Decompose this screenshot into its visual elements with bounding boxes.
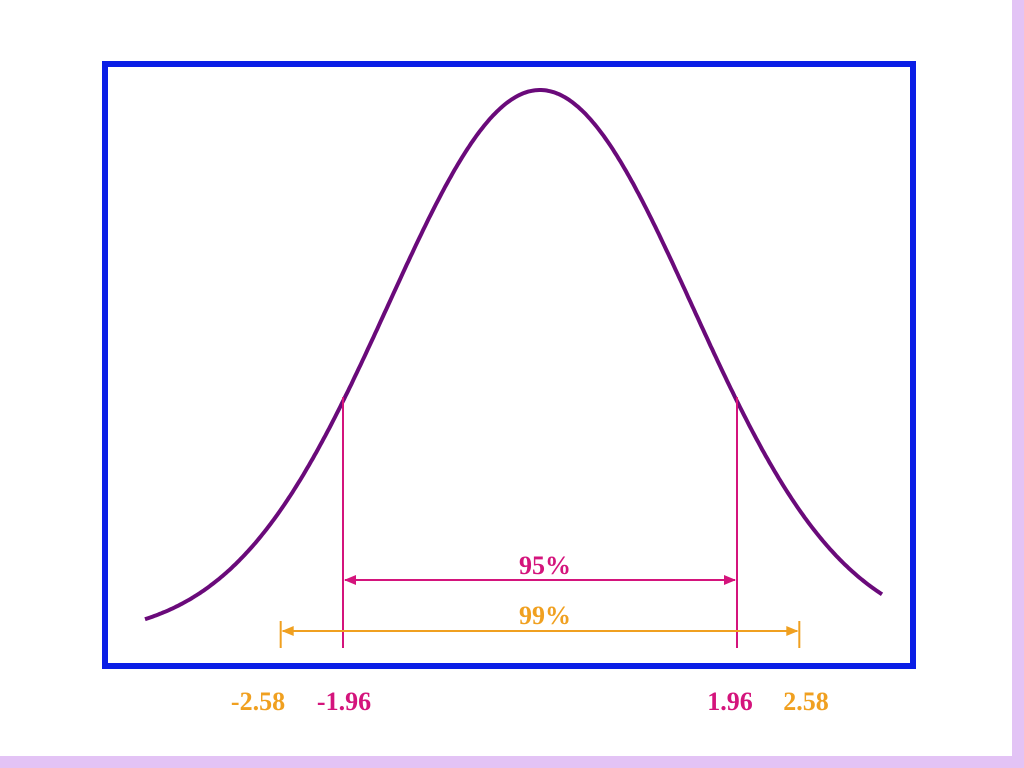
slide-edge-right xyxy=(1012,0,1024,768)
interval-95%-label: 95% xyxy=(519,551,571,580)
interval-99%-left-arrowhead xyxy=(281,626,294,636)
plot-frame xyxy=(102,61,916,669)
tick-label-lower-99: -2.58 xyxy=(231,687,285,716)
interval-99%-label: 99% xyxy=(519,601,571,630)
tick-label-upper-99: 2.58 xyxy=(783,687,829,716)
slide-edge-bottom xyxy=(0,756,1024,768)
interval-99%-right-arrowhead xyxy=(786,626,799,636)
density-curve xyxy=(144,88,884,622)
tick-label-upper-95: 1.96 xyxy=(707,687,753,716)
interval-95%-right-arrowhead xyxy=(724,575,736,585)
interval-95%-left-arrowhead xyxy=(344,575,356,585)
tick-label-lower-95: -1.96 xyxy=(317,687,371,716)
